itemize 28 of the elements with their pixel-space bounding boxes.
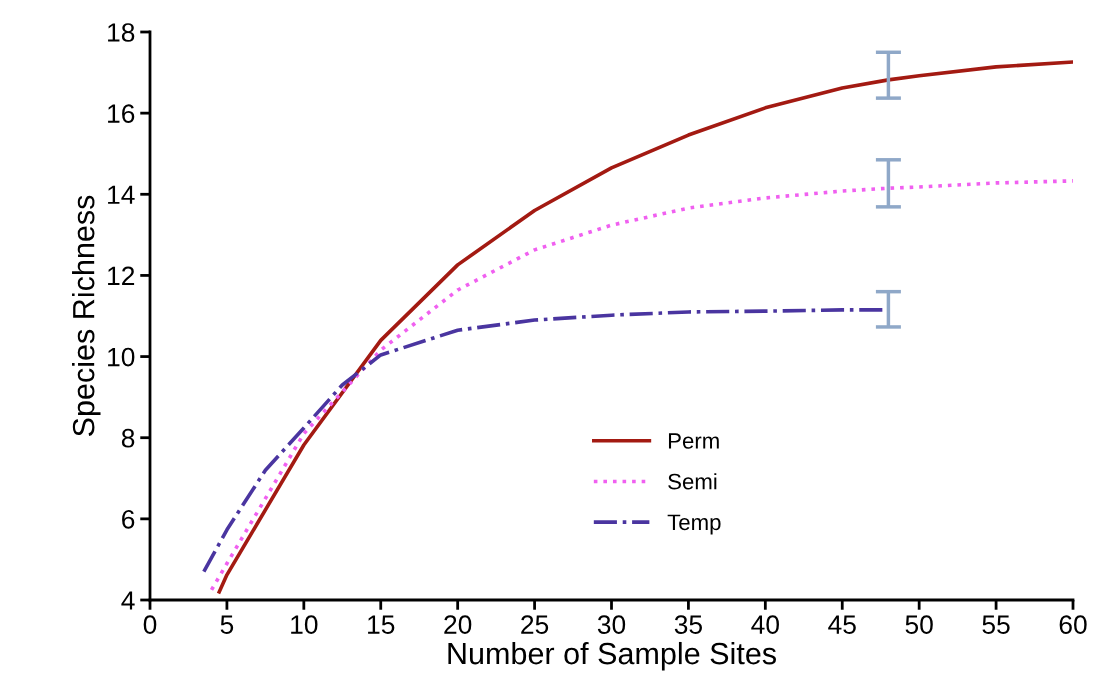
legend-label: Temp (667, 514, 721, 535)
x-tick-label: 50 (905, 615, 933, 634)
y-tick-label: 14 (108, 185, 135, 204)
line-series (209, 179, 1073, 592)
y-tick-label: 16 (108, 104, 135, 123)
x-tick-label: 35 (674, 615, 702, 634)
x-tick-label: 45 (828, 615, 856, 634)
y-tick-label: 12 (108, 266, 135, 285)
x-tick-label: 5 (220, 615, 234, 634)
x-tick-label: 60 (1059, 615, 1087, 634)
y-tick-label: 8 (121, 428, 135, 448)
x-tick-label: 20 (444, 615, 472, 634)
x-tick-label: 30 (597, 615, 626, 634)
y-axis-title: Species Richness (72, 195, 101, 437)
y-tick-label: 10 (108, 347, 135, 367)
y-tick-label: 4 (121, 591, 135, 610)
legend-label: Perm (668, 433, 719, 449)
y-tick-label: 6 (122, 509, 135, 529)
line-series (217, 60, 1073, 594)
y-tick-label: 18 (108, 23, 135, 42)
x-tick-label: 15 (368, 615, 395, 634)
x-axis-title: Number of Sample Sites (448, 641, 776, 671)
x-tick-label: 0 (143, 615, 157, 634)
x-tick-label: 55 (982, 615, 1010, 634)
x-tick-label: 10 (291, 615, 318, 634)
x-tick-label: 25 (521, 615, 549, 634)
legend-label: Semi (668, 473, 717, 490)
x-tick-label: 40 (751, 615, 779, 634)
